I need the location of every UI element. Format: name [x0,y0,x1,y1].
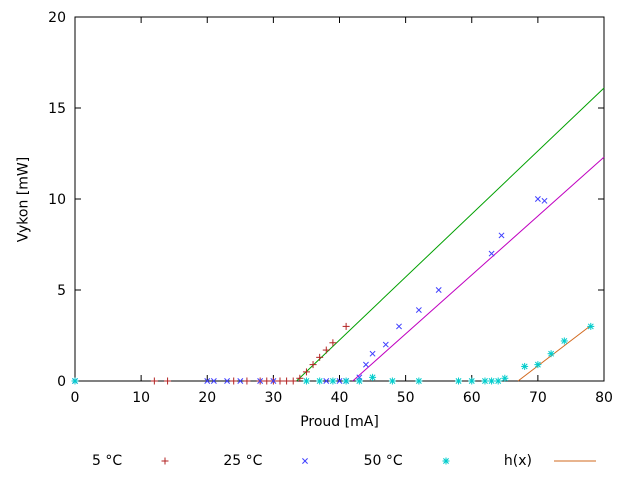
legend: 5 °C 25 °C 50 °C h(x) [0,450,640,472]
legend-item-hx: h(x) [504,453,598,469]
legend-item-25c: 25 °C [223,453,328,469]
svg-text:20: 20 [198,390,216,406]
legend-item-5c: 5 °C [92,453,188,469]
svg-text:5: 5 [57,283,66,299]
svg-text:0: 0 [71,390,80,406]
line-sample-icon [552,453,598,469]
asterisk-marker-icon [423,453,469,469]
svg-text:20: 20 [48,10,66,26]
svg-text:70: 70 [529,390,547,406]
svg-text:40: 40 [331,390,349,406]
svg-text:60: 60 [463,390,481,406]
svg-text:30: 30 [264,390,282,406]
x-axis-label: Proud [mA] [300,414,379,430]
legend-item-50c: 50 °C [364,453,469,469]
svg-text:50: 50 [397,390,415,406]
legend-label-50c: 50 °C [363,453,403,469]
svg-text:10: 10 [132,390,150,406]
svg-text:10: 10 [48,192,66,208]
y-axis-label: Vykon [mW] [15,156,32,243]
legend-label-5c: 5 °C [92,453,123,469]
cross-marker-icon [282,453,328,469]
plus-marker-icon [142,453,188,469]
legend-label-hx: h(x) [503,453,532,469]
svg-text:80: 80 [595,390,613,406]
svg-text:0: 0 [57,374,66,390]
svg-text:15: 15 [48,101,66,117]
legend-label-25c: 25 °C [223,453,263,469]
